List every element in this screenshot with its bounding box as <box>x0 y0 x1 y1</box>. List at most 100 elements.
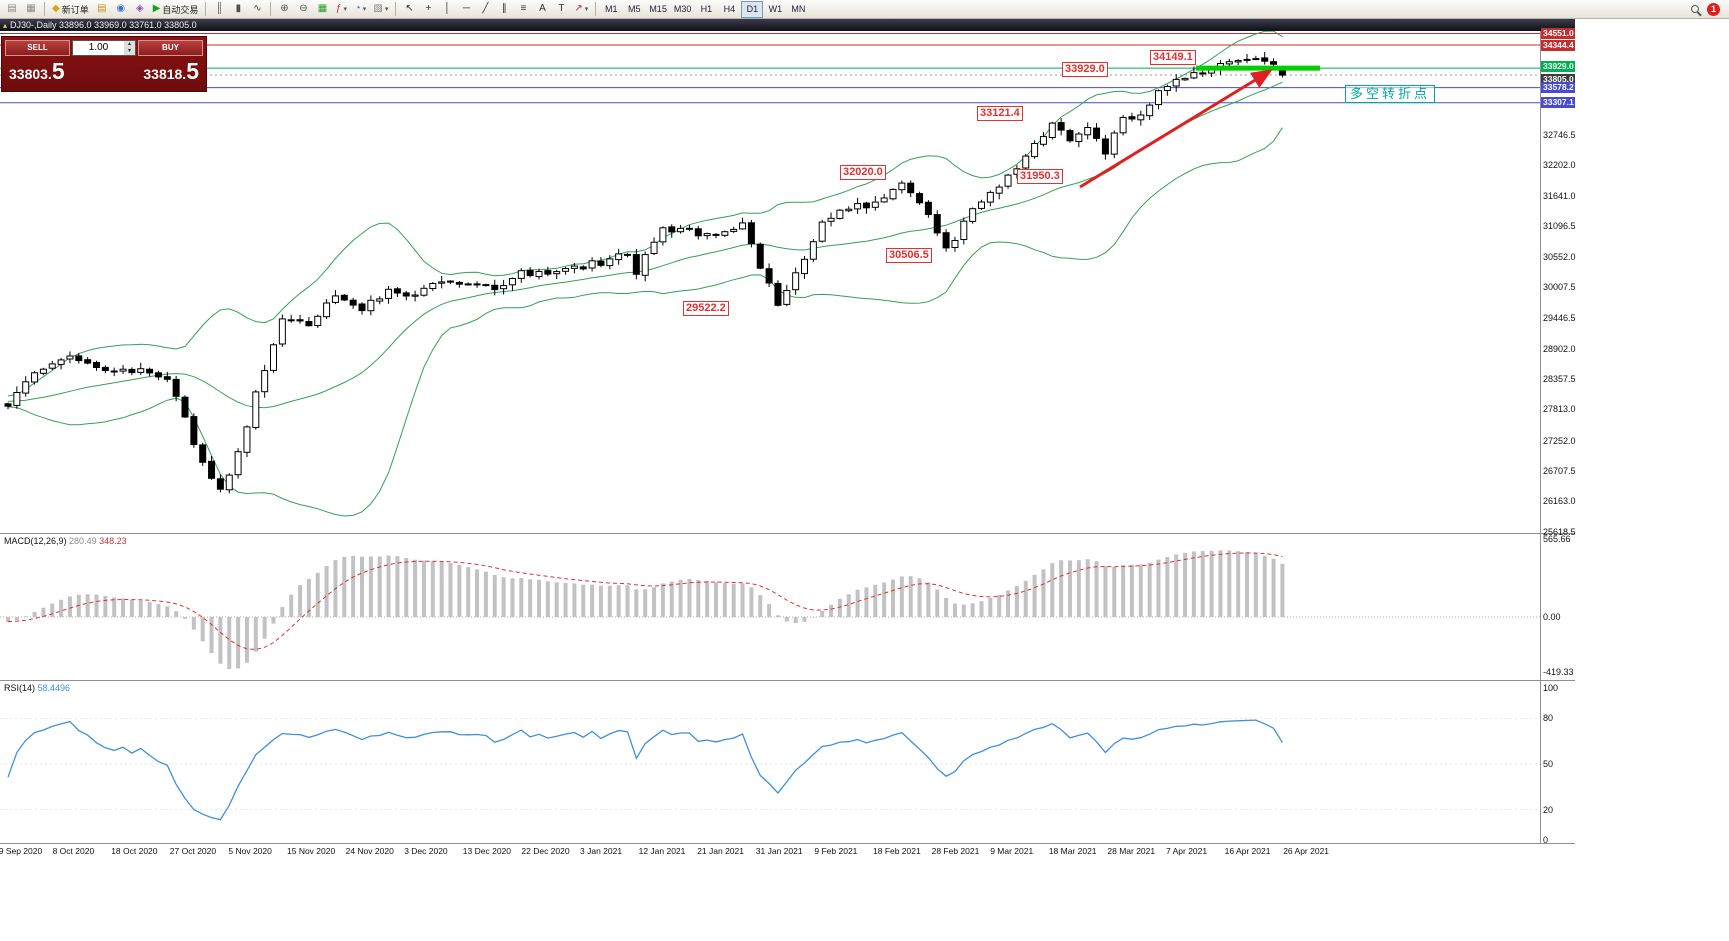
market-watch-icon: ▤ <box>96 3 107 14</box>
date-axis-label: 12 Jan 2021 <box>638 846 686 856</box>
rsi-value: 58.4496 <box>37 683 71 693</box>
new-chart-button[interactable]: ▤ <box>3 1 21 18</box>
price-axis-tick: 32202.0 <box>1543 159 1576 170</box>
macd-name: MACD(12,26,9) <box>4 536 67 546</box>
line-chart-button[interactable]: ∿ <box>248 1 266 18</box>
text-button[interactable]: A <box>533 1 551 18</box>
date-axis-label: 28 Mar 2021 <box>1107 846 1156 856</box>
hline-price-tag: 33578.2 <box>1541 82 1575 94</box>
rsi-indicator-label: RSI(14) 58.4496 <box>4 683 70 693</box>
indicators-button[interactable]: ƒ ▾ <box>332 1 350 18</box>
price-callout[interactable]: 32020.0 <box>840 165 886 180</box>
date-axis-label: 31 Jan 2021 <box>755 846 803 856</box>
timeframe-m5-button[interactable]: M5 <box>623 1 645 18</box>
price-axis-tick: 30007.5 <box>1543 282 1576 292</box>
price-callout[interactable]: 31950.3 <box>1017 169 1063 184</box>
timeframe-w1-button[interactable]: W1 <box>764 1 786 18</box>
date-axis-label: 16 Apr 2021 <box>1224 846 1271 856</box>
period-menu-button[interactable]: ◔ ▾ <box>351 1 369 18</box>
date-axis-label: 5 Nov 2020 <box>228 846 272 856</box>
rsi-panel-canvas[interactable] <box>0 680 1540 843</box>
dropdown-arrow-icon: ▾ <box>384 6 389 13</box>
arrows-button[interactable]: ↗ ▾ <box>571 1 591 18</box>
auto-trading-button[interactable]: ▶ 自动交易 <box>150 1 202 18</box>
date-axis-label: 13 Dec 2020 <box>462 846 511 856</box>
navigator-button[interactable]: ◈ <box>131 1 149 18</box>
date-axis-label: 18 Oct 2020 <box>111 846 158 856</box>
buy-button[interactable]: BUY <box>138 39 203 56</box>
trendline-icon: ╱ <box>482 3 489 14</box>
cursor-button[interactable]: ↖ <box>400 1 418 18</box>
price-callout[interactable]: 34149.1 <box>1150 50 1196 65</box>
price-axis-tick: 32746.5 <box>1543 129 1576 140</box>
search-button[interactable] <box>1686 1 1704 18</box>
data-window-icon: ◉ <box>116 3 126 14</box>
chart-titlebar[interactable]: ▴ DJ30-,Daily 33896.0 33969.0 33761.0 338… <box>0 19 1575 31</box>
volume-control: ▴ ▾ <box>72 39 136 56</box>
price-callout[interactable]: 33929.0 <box>1062 62 1108 77</box>
trendline-button[interactable]: ╱ <box>476 1 494 18</box>
price-chart-canvas[interactable] <box>0 31 1540 533</box>
timeframe-d1-button[interactable]: D1 <box>741 0 764 18</box>
new-order-button[interactable]: ◆ 新订单 <box>49 1 92 18</box>
timeframe-mn-button[interactable]: MN <box>787 1 809 18</box>
data-window-button[interactable]: ◉ <box>112 1 130 18</box>
vertical-line-button[interactable]: │ <box>438 1 456 18</box>
profiles-button[interactable]: ▦ <box>22 1 40 18</box>
channel-icon: ∥ <box>501 3 507 14</box>
chinese-note-label[interactable]: 多空转折点 <box>1345 85 1436 103</box>
zoom-out-button[interactable]: ⊖ <box>294 1 312 18</box>
search-icon <box>1691 5 1699 13</box>
main-toolbar: ▤ ▦ ◆ 新订单 ▤ ◉ ◈ ▶ 自动交易 ║ ▮ ∿ ⊕ ⊖ ▦ ƒ ▾ ◔ ▾ ▧ ▾ ↖ + │ ─ ╱ ∥ ≡ A T ↗ ▾ M1 M… <box>0 0 1729 19</box>
cursor-icon: ↖ <box>405 3 414 14</box>
candlestick-chart-button[interactable]: ▮ <box>229 1 247 18</box>
sell-price[interactable]: 33803.5 <box>9 58 65 85</box>
one-click-trading-panel: SELL ▴ ▾ BUY 33803.5 33818.5 <box>1 36 207 92</box>
panel-separator[interactable] <box>0 533 1575 534</box>
sell-button[interactable]: SELL <box>5 39 70 56</box>
panel-separator[interactable] <box>0 680 1575 681</box>
rsi-axis-label: 80 <box>1543 713 1554 724</box>
buy-price[interactable]: 33818.5 <box>143 58 199 85</box>
timeframe-h1-button[interactable]: H1 <box>695 1 717 18</box>
timeframe-m1-button[interactable]: M1 <box>600 1 622 18</box>
trade-controls-row: SELL ▴ ▾ BUY <box>2 37 206 58</box>
volume-input[interactable] <box>73 40 124 55</box>
templates-button[interactable]: ▧ ▾ <box>370 1 391 18</box>
macd-panel-canvas[interactable] <box>0 533 1540 680</box>
date-axis-separator <box>0 843 1575 844</box>
sell-price-main: 33803. <box>9 66 52 82</box>
horizontal-line-button[interactable]: ─ <box>457 1 475 18</box>
date-axis-label: 18 Feb 2021 <box>873 846 921 856</box>
macd-value: 280.49 <box>69 536 97 546</box>
zoom-in-button[interactable]: ⊕ <box>275 1 293 18</box>
price-callout[interactable]: 30506.5 <box>886 248 932 263</box>
price-axis-tick: 28902.0 <box>1543 343 1576 354</box>
price-callout[interactable]: 29522.2 <box>683 301 729 316</box>
notification-badge[interactable]: 1 <box>1707 2 1720 16</box>
trade-prices-row: 33803.5 33818.5 <box>2 58 206 85</box>
hline-price-tag: 34551.0 <box>1541 28 1575 39</box>
crosshair-button[interactable]: + <box>419 1 437 18</box>
sell-price-pip: 5 <box>51 58 65 84</box>
date-axis-label: 22 Dec 2020 <box>521 846 570 856</box>
timeframe-m15-button[interactable]: M15 <box>646 1 670 18</box>
indicators-icon: ƒ <box>335 3 342 14</box>
price-callout[interactable]: 33121.4 <box>977 106 1023 121</box>
fibonacci-button[interactable]: ≡ <box>514 1 532 18</box>
hline-price-tag: 33307.1 <box>1541 97 1575 109</box>
volume-increase-icon[interactable]: ▴ <box>127 40 131 47</box>
channel-button[interactable]: ∥ <box>495 1 513 18</box>
tile-windows-icon: ▦ <box>317 3 328 14</box>
timeframe-m30-button[interactable]: M30 <box>671 1 695 18</box>
timeframe-h4-button[interactable]: H4 <box>718 1 740 18</box>
rsi-axis-label: 100 <box>1543 683 1559 693</box>
zoom-in-icon: ⊕ <box>280 3 289 14</box>
label-button[interactable]: T <box>552 1 570 18</box>
buy-price-main: 33818. <box>143 66 187 82</box>
market-watch-button[interactable]: ▤ <box>93 1 111 18</box>
toolbar-separator <box>205 2 207 16</box>
bar-chart-button[interactable]: ║ <box>210 1 228 18</box>
tile-windows-button[interactable]: ▦ <box>313 1 331 18</box>
volume-decrease-icon[interactable]: ▾ <box>127 47 131 54</box>
